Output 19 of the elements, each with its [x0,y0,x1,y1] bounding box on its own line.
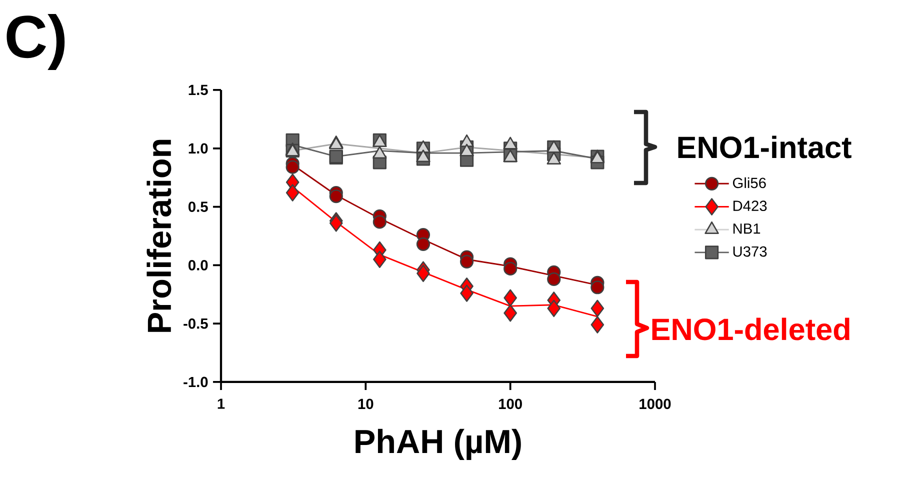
x-axis-title: PhAH (µM) [356,428,521,460]
x-tick-label: 10 [358,398,374,410]
y-tick-label: -0.5 [184,318,208,329]
y-axis-title: Proliferation [146,140,172,332]
y-tick-label: 1.0 [188,143,208,154]
x-tick-label: 100 [499,398,522,410]
y-tick-label: 0.0 [188,260,208,270]
annotation: ENO1-deleted [652,318,850,340]
legend-label: Gli56 [732,177,766,188]
y-tick-label: -1.0 [184,376,208,388]
y-tick-label: 0.5 [188,202,208,212]
text: ENO1-intact [678,136,852,158]
y-tick-label: 1.5 [188,84,208,96]
legend-label: NB1 [733,224,760,234]
x-tick-label: 1000 [640,398,671,410]
text: C) [6,14,65,70]
legend-label: D423 [733,200,767,212]
legend-label: U373 [733,246,767,257]
x-tick-label: 1 [218,398,225,409]
